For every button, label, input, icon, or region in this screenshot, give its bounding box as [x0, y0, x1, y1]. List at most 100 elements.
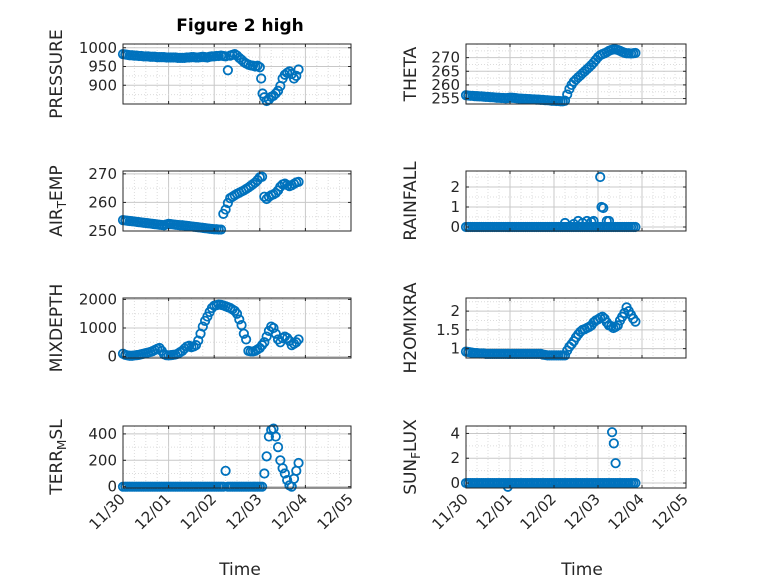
data-point — [291, 70, 302, 81]
data-point — [268, 322, 279, 334]
data-point — [288, 73, 300, 84]
data-point — [263, 431, 275, 442]
data-point — [234, 314, 245, 325]
data-point — [254, 62, 265, 73]
axes-box — [122, 43, 352, 105]
x-tick-label: 12/05 — [314, 490, 357, 533]
data-point — [559, 350, 571, 361]
data-point — [270, 431, 281, 442]
data-point — [630, 477, 641, 489]
data-point — [612, 320, 623, 331]
data-point — [197, 321, 208, 332]
data-point — [293, 64, 304, 75]
data-point — [222, 65, 233, 76]
x-axis-label-right: Time — [560, 560, 603, 580]
data-point — [272, 85, 284, 96]
data-point — [238, 328, 249, 339]
y-tick-label: 900 — [88, 76, 117, 94]
axes-box — [465, 43, 687, 105]
data-point — [588, 215, 599, 227]
y-tick-label: 270 — [431, 49, 460, 67]
data-point — [261, 331, 272, 342]
data-point — [291, 337, 302, 348]
subplot-rainfall: 0 1 2 RAINFALL — [401, 161, 687, 241]
y-tick-label: 2 — [450, 178, 460, 196]
data-point — [256, 481, 268, 492]
x-tick-label: 11/30 — [429, 490, 472, 533]
subplot-h2omixra: 11.52 H2OMIXRA — [401, 282, 687, 374]
y-tick-label: 260 — [431, 76, 460, 94]
data-point — [598, 202, 609, 214]
data-point — [272, 442, 284, 453]
y-axis-label: THETA — [401, 46, 421, 102]
x-tick-label: 12/01 — [131, 490, 174, 533]
data-point — [595, 171, 606, 183]
subplot-terr_msl: 0 200 400 11/30 12/01 12/02 12/03 12/04 12/05 TER… — [47, 419, 357, 534]
data-point — [215, 224, 227, 235]
x-axis-label-left: Time — [218, 560, 261, 580]
x-tick-label: 12/02 — [517, 490, 560, 533]
y-tick-label: 0 — [450, 474, 460, 492]
data-point — [630, 316, 641, 327]
axes-box — [465, 297, 687, 359]
data-point — [279, 468, 290, 479]
y-tick-label: 1000 — [79, 319, 117, 337]
y-tick-label: 2 — [450, 449, 460, 467]
y-axis-label: SUNFLUX — [401, 419, 423, 495]
axes-box — [465, 425, 687, 489]
y-tick-label: 1 — [450, 198, 460, 216]
y-tick-label: 0 — [450, 218, 460, 236]
y-tick-label: 265 — [431, 62, 460, 80]
y-tick-label: 950 — [88, 58, 117, 76]
data-point — [581, 215, 593, 227]
x-tick-label: 12/01 — [473, 490, 516, 533]
data-point — [229, 305, 240, 316]
data-point — [256, 340, 268, 351]
y-axis-label: PRESSURE — [47, 29, 67, 118]
data-point — [608, 438, 619, 449]
x-tick-label: 12/04 — [268, 490, 311, 533]
data-point — [502, 481, 513, 492]
x-tick-label: 11/30 — [86, 490, 129, 533]
data-point — [259, 337, 270, 348]
data-point — [259, 191, 270, 202]
x-tick-label: 12/03 — [222, 490, 265, 533]
data-point — [610, 458, 621, 469]
data-point — [562, 89, 573, 100]
figure-title: Figure 2 high — [176, 16, 304, 36]
x-tick-label: 12/04 — [605, 490, 648, 533]
y-tick-label: 4 — [450, 424, 460, 442]
subplot-air_temp: 250 260 270 AIRTEMP — [47, 165, 352, 240]
y-tick-label: 0 — [107, 348, 117, 366]
data-point — [606, 321, 617, 332]
y-tick-label: 0 — [107, 478, 117, 496]
data-point — [284, 66, 295, 77]
data-point — [293, 457, 304, 469]
y-tick-label: 260 — [88, 193, 117, 211]
data-point — [220, 51, 231, 62]
data-point — [256, 73, 267, 84]
data-point — [270, 88, 281, 99]
data-point — [559, 95, 571, 106]
y-tick-label: 1 — [450, 340, 460, 358]
data-point — [293, 176, 304, 187]
data-point — [282, 332, 293, 344]
y-tick-label: 200 — [88, 451, 117, 469]
y-tick-label: 1.5 — [436, 321, 460, 339]
y-tick-label: 2 — [450, 302, 460, 320]
data-point — [220, 204, 231, 215]
data-point — [606, 427, 618, 438]
y-tick-label: 2000 — [79, 290, 117, 308]
data-point — [282, 474, 293, 486]
data-point — [603, 215, 615, 227]
subplot-mixdepth: 0 1000 2000 MIXDEPTH — [47, 284, 352, 373]
y-axis-label: MIXDEPTH — [47, 284, 67, 373]
x-tick-label: 12/05 — [649, 490, 692, 533]
axes-box — [465, 170, 687, 232]
y-axis-label: TERRMSL — [47, 419, 69, 496]
x-tick-label: 12/02 — [177, 490, 220, 533]
y-tick-label: 255 — [431, 90, 460, 108]
